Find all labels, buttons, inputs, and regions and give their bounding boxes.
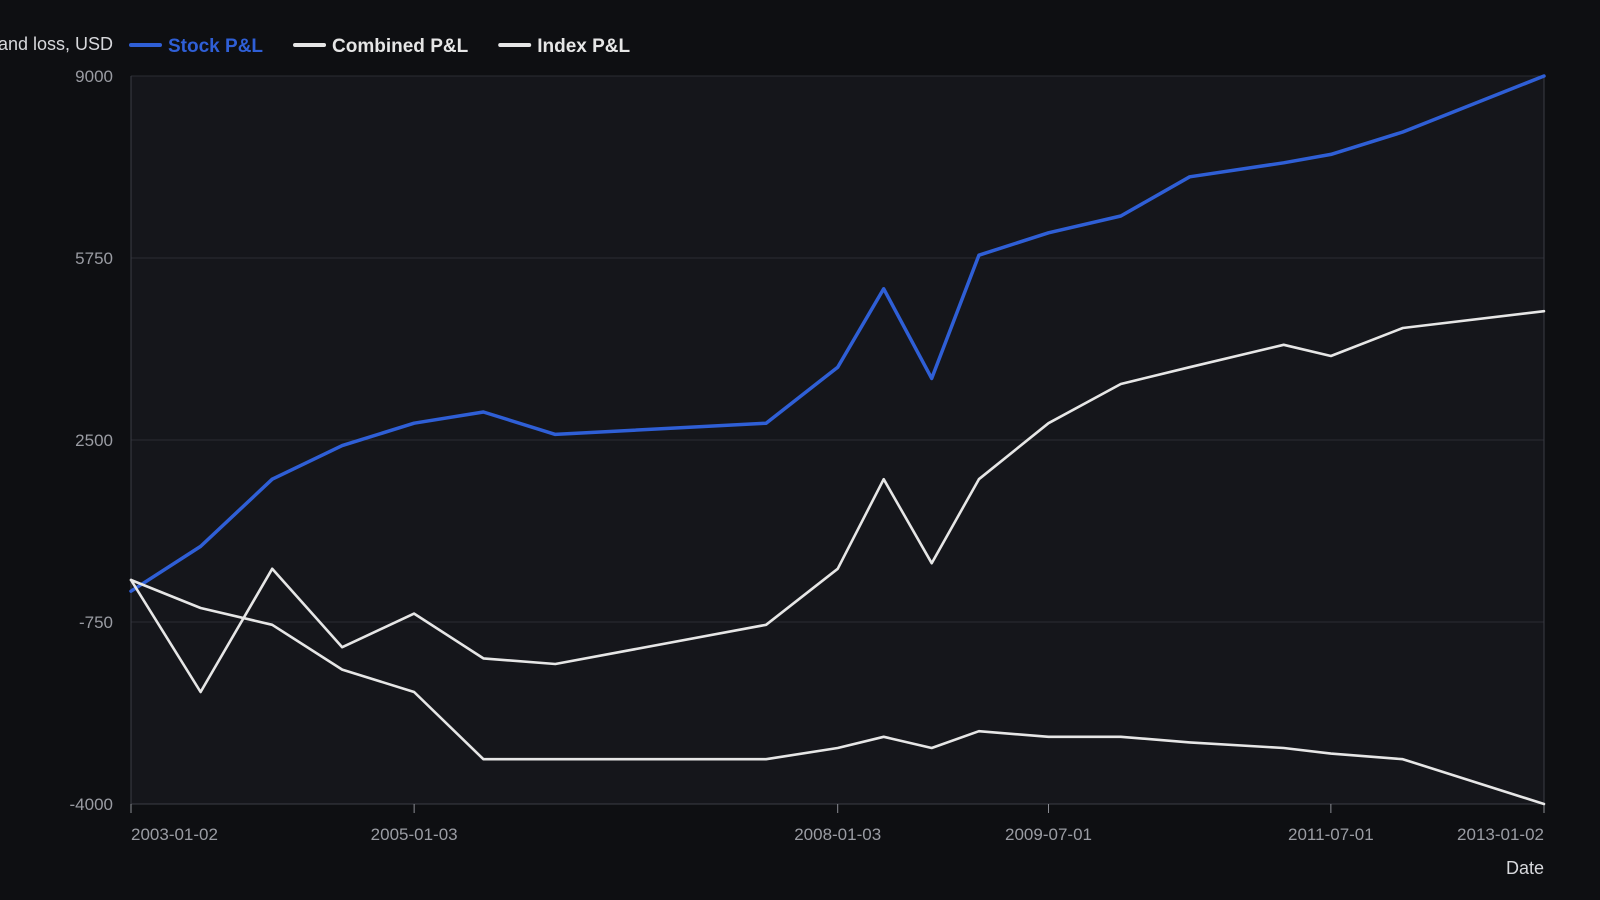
x-axis-title: Date — [1506, 858, 1544, 878]
series-line-index-p-l — [129, 578, 1546, 806]
y-tick-label: 5750 — [75, 249, 113, 268]
x-tick-label: 2005-01-03 — [371, 825, 458, 844]
x-tick-label: 2009-07-01 — [1005, 825, 1092, 844]
y-tick-label: -750 — [79, 613, 113, 632]
y-tick-label: 9000 — [75, 67, 113, 86]
y-tick-label: -4000 — [70, 795, 113, 814]
legend-label-stock-p-l[interactable]: Stock P&L — [168, 36, 263, 57]
legend-label-index-p-l[interactable]: Index P&L — [537, 36, 630, 57]
legend-label-combined-p-l[interactable]: Combined P&L — [332, 36, 469, 57]
legend: Stock P&L Combined P&L Index P&L — [129, 36, 631, 57]
x-tick-label: 2011-07-01 — [1288, 825, 1374, 844]
axes: 9000 5750 2500 -750 -4000 2003-01-02 2005-01-0… — [70, 67, 1545, 844]
x-tick-label: 2013-01-02 — [1457, 825, 1544, 844]
y-tick-label: 2500 — [75, 431, 113, 450]
x-tick-label: 2003-01-02 — [131, 825, 218, 844]
x-tick-label: 2008-01-03 — [794, 825, 881, 844]
series-group — [129, 74, 1546, 806]
series-line-stock-p-l — [129, 74, 1546, 593]
y-axis-title: Profit and loss, USD — [0, 34, 113, 54]
series-line-combined-p-l — [129, 309, 1546, 694]
